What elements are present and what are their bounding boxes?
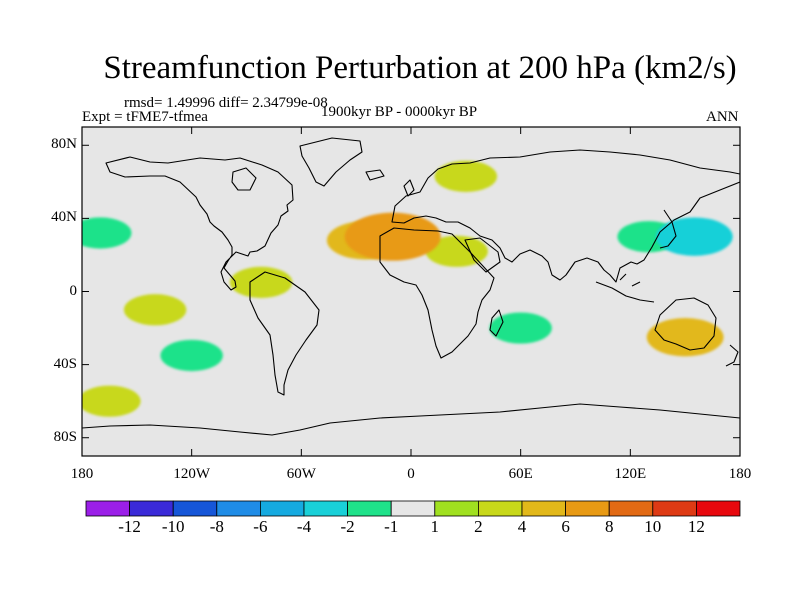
anomaly-australia-high xyxy=(646,317,724,357)
anomaly-arabia-edge xyxy=(425,235,488,267)
anomaly-central-pacific-low xyxy=(82,217,132,249)
anomaly-south-pacific-low xyxy=(160,339,223,372)
anomaly-indian-ocean-low xyxy=(489,312,552,344)
coastlines xyxy=(82,137,740,436)
coast-africa xyxy=(379,227,495,359)
period-label: 1900kyr BP - 0000kyr BP xyxy=(321,104,478,120)
colorbar-box xyxy=(652,500,697,517)
colorbar-box xyxy=(608,500,654,517)
x-tick-label: 120W xyxy=(173,466,210,482)
coast-hudson-bay xyxy=(231,167,257,191)
coast-europe-asia xyxy=(391,149,740,283)
anomaly-south-atlantic-low xyxy=(302,314,356,342)
x-tick-label: 60W xyxy=(286,466,316,482)
colorbar-label: -4 xyxy=(296,517,312,536)
colorbar-label: -1 xyxy=(384,517,399,536)
anomaly-caribbean-high xyxy=(229,266,293,298)
anomaly-north-africa-high xyxy=(344,212,441,261)
colorbar-box xyxy=(216,500,261,517)
anomaly-arabian-sea-low xyxy=(485,219,538,247)
coast-japan xyxy=(659,209,677,249)
anomaly-greenland-low xyxy=(329,168,383,196)
anomaly-north-pacific-low xyxy=(655,217,733,256)
anomaly-east-pacific-low xyxy=(183,243,237,270)
y-tick-label: 40S xyxy=(53,355,77,372)
anomaly-scandinavia-high xyxy=(434,160,498,192)
map-background xyxy=(82,127,740,456)
colorbar-label: 6 xyxy=(561,517,570,536)
stats-text: rmsd= 1.49996 diff= 2.34799e-08 xyxy=(124,95,328,111)
colorbar-box xyxy=(303,500,348,517)
y-tick-label: 80N xyxy=(51,136,77,153)
x-tick-label: 180 xyxy=(70,466,94,482)
y-tick-label: 80S xyxy=(53,428,77,445)
coast-british-isles xyxy=(403,179,415,197)
x-tick-label: 180 xyxy=(728,466,752,482)
x-tick-label: 60E xyxy=(508,466,533,482)
y-tick-label: 0 xyxy=(69,282,78,299)
colorbar-label: -2 xyxy=(340,517,355,536)
anomaly-south-pacific-high xyxy=(123,294,187,326)
coast-iceland xyxy=(365,169,385,181)
colorbar-box xyxy=(347,500,392,517)
anomaly-southern-ocean-low xyxy=(603,378,657,406)
colorbar-label: 10 xyxy=(644,517,662,536)
anomaly-layer xyxy=(82,160,733,417)
colorbar-box xyxy=(477,500,523,517)
colorbar-label: 8 xyxy=(604,517,614,536)
colorbar xyxy=(85,500,741,517)
chart-title: Streamfunction Perturbation at 200 hPa (… xyxy=(103,50,737,86)
colorbar-label: -6 xyxy=(253,517,268,536)
colorbar-box xyxy=(172,500,218,517)
colorbar-box xyxy=(129,500,174,517)
anomaly-southeast-pacific-high xyxy=(82,385,141,417)
colorbar-box xyxy=(85,500,130,517)
colorbar-box xyxy=(259,500,305,517)
colorbar-label: 4 xyxy=(517,517,527,536)
colorbar-box xyxy=(521,500,566,517)
colorbar-box xyxy=(696,500,741,517)
colorbar-label: 2 xyxy=(474,517,483,536)
tick-layer xyxy=(81,127,741,456)
coast-south-america xyxy=(249,271,320,396)
colorbar-label: 12 xyxy=(687,517,705,536)
coast-madagascar xyxy=(489,309,504,337)
colorbar-label: 1 xyxy=(430,517,440,536)
colorbar-box xyxy=(565,500,610,517)
coast-australia xyxy=(654,297,717,351)
coast-antarctica xyxy=(82,403,740,436)
coast-indonesia xyxy=(595,273,655,303)
colorbar-label: -8 xyxy=(209,517,224,536)
y-tick-label: 40N xyxy=(51,209,77,226)
colorbar-label: -12 xyxy=(118,517,141,536)
x-tick-label: 0 xyxy=(407,466,415,482)
colorbar-box xyxy=(390,500,436,517)
colorbar-box xyxy=(434,500,479,517)
coast-arabia xyxy=(464,237,501,273)
coast-north-america xyxy=(105,156,294,291)
colorbar-label: -10 xyxy=(161,517,185,536)
coast-new-zealand xyxy=(725,344,739,367)
x-tick-label: 120E xyxy=(614,466,647,482)
season-label: ANN xyxy=(706,109,739,125)
experiment-label: Expt = tFME7-tfmea xyxy=(82,109,208,125)
coast-greenland xyxy=(299,137,363,187)
